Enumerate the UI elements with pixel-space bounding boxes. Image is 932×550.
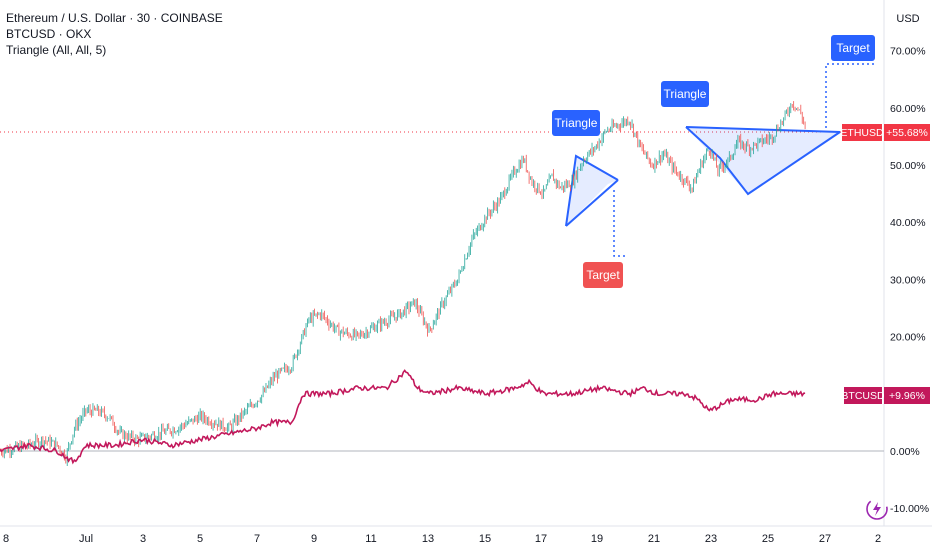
x-tick-label: 25 (762, 533, 774, 545)
x-tick-label: 17 (535, 533, 547, 545)
y-tick-label: -10.00% (890, 503, 929, 515)
y-tick-label: 60.00% (890, 103, 926, 115)
y-tick-label: 50.00% (890, 160, 926, 172)
btc-change-text: +9.96% (889, 390, 925, 402)
y-tick-label: 30.00% (890, 274, 926, 286)
label-target-1[interactable]: Target (583, 262, 623, 288)
label-target-1-box (583, 262, 623, 288)
label-triangle-1-text: Triangle (555, 116, 598, 130)
btc-symbol-badge (844, 387, 882, 404)
btc-line-series (0, 369, 806, 465)
legend-compare-symbol[interactable]: BTCUSD · OKX (6, 27, 92, 41)
time-axis-ticks: 8 Jul 3 5 7 9 11 13 15 17 19 21 23 25 27 2 (3, 533, 881, 545)
currency-label[interactable]: USD (896, 13, 919, 25)
triangle-1-lower-edge (565, 179, 619, 227)
label-target-1-text: Target (586, 268, 620, 282)
triangle-pattern-1[interactable] (565, 154, 619, 227)
triangle-pattern-2[interactable] (685, 126, 841, 196)
legend-indicator[interactable]: Triangle (All, All, 5) (6, 43, 107, 57)
chart-legend: Ethereum / U.S. Dollar · 30 · COINBASE B… (6, 10, 223, 58)
x-tick-label: 23 (705, 533, 717, 545)
eth-symbol-badge (842, 124, 882, 141)
target-2-projection (825, 63, 876, 128)
label-triangle-1-box (552, 110, 600, 136)
triangle-1-outline (565, 154, 619, 227)
y-tick-label: 40.00% (890, 217, 926, 229)
btc-change-badge (884, 387, 930, 404)
label-target-2-text: Target (836, 41, 870, 55)
x-tick-label: Jul (79, 533, 93, 545)
triangle-2-fill (686, 127, 840, 194)
x-tick-label: 5 (197, 533, 203, 545)
btc-symbol-text: BTCUSD (841, 390, 885, 402)
label-target-2-box (831, 35, 875, 61)
x-tick-label: 13 (422, 533, 434, 545)
x-tick-label: 3 (140, 533, 146, 545)
x-tick-label: 15 (479, 533, 491, 545)
x-tick-label: 21 (648, 533, 660, 545)
y-tick-label: 70.00% (890, 46, 926, 58)
label-triangle-2[interactable]: Triangle (661, 81, 709, 107)
x-tick-label: 27 (819, 533, 831, 545)
label-triangle-2-text: Triangle (664, 87, 707, 101)
eth-change-badge (884, 124, 930, 141)
price-scale-panel[interactable] (884, 0, 932, 550)
x-tick-label: 19 (591, 533, 603, 545)
triangle-2-outline (685, 126, 841, 196)
legend-main-symbol[interactable]: Ethereum / U.S. Dollar · 30 · COINBASE (6, 11, 223, 25)
eth-candle-series (0, 101, 806, 467)
x-tick-label: 8 (3, 533, 9, 545)
label-target-2[interactable]: Target (831, 35, 875, 61)
label-triangle-1[interactable]: Triangle (552, 110, 600, 136)
sparkle-icon[interactable] (864, 496, 890, 522)
x-tick-label: 11 (365, 533, 376, 545)
y-tick-label: 0.00% (890, 446, 920, 458)
x-tick-label: 7 (254, 533, 260, 545)
triangle-2-upper-edge (685, 126, 841, 133)
target-1-projection (613, 190, 628, 257)
btc-price-badge: BTCUSD +9.96% (841, 387, 930, 404)
eth-symbol-text: ETHUSD (840, 127, 884, 139)
eth-change-text: +55.68% (886, 127, 928, 139)
x-tick-label: 9 (311, 533, 317, 545)
label-triangle-2-box (661, 81, 709, 107)
y-tick-label: 20.00% (890, 332, 926, 344)
eth-price-badge: ETHUSD +55.68% (840, 124, 930, 141)
x-tick-label: 2 (875, 533, 881, 545)
